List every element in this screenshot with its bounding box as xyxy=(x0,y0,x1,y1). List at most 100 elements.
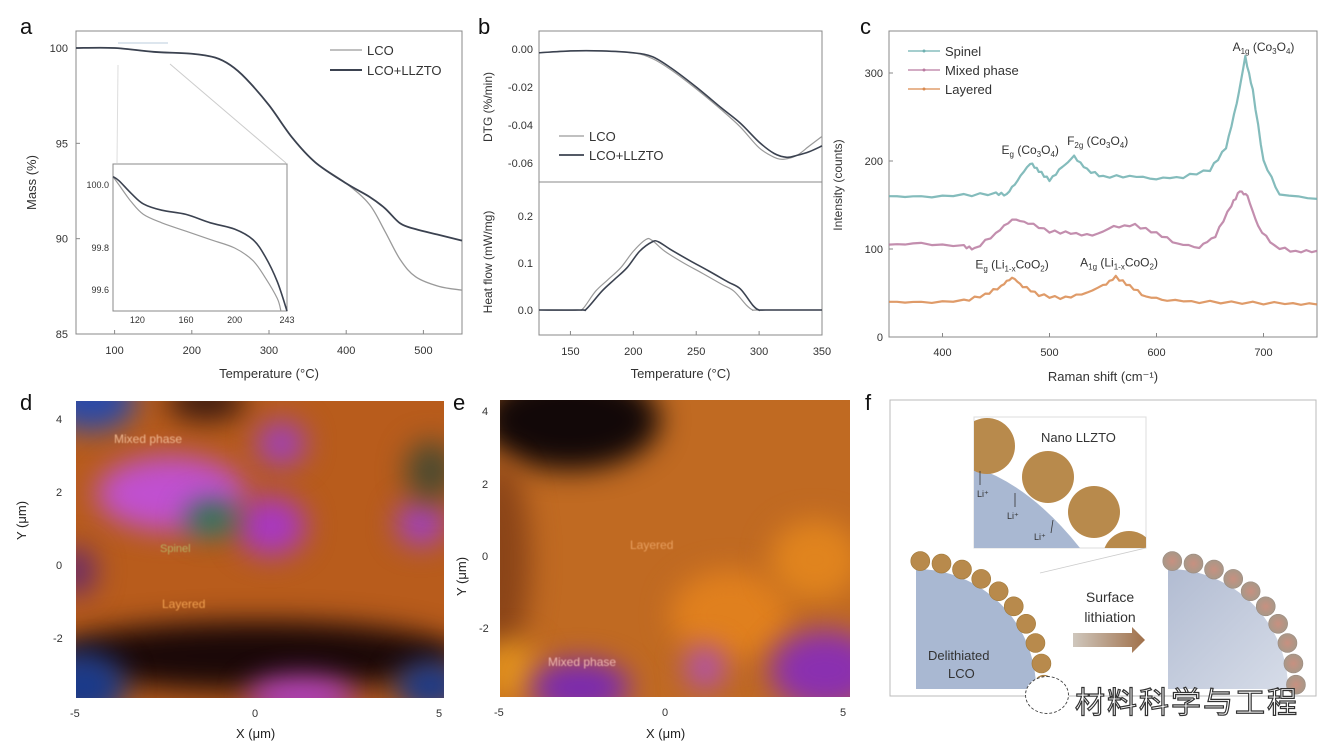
surface-label: Surface xyxy=(1086,589,1134,605)
annotation-part: ) xyxy=(1045,257,1049,271)
x-tick-label: 350 xyxy=(813,346,831,358)
annotation-part: CoO xyxy=(1016,257,1041,271)
map-d-label-mixed: Mixed phase xyxy=(114,432,183,446)
llzto-bead xyxy=(988,581,1009,602)
spectrum-layered xyxy=(888,274,1318,306)
chart-c-raman: 400 500 600 700 0 100 200 300 Raman shift (cm⁻¹)… xyxy=(831,30,1318,384)
map-d-ylabel: Y (μm) xyxy=(14,500,29,540)
y-axis-label: Intensity (counts) xyxy=(831,139,845,230)
lithiation-label: lithiation xyxy=(1084,609,1135,625)
annotation-part: (Co xyxy=(1250,40,1273,54)
llzto-bead xyxy=(1003,596,1024,617)
y-axis-label-dtg: DTG (%/min) xyxy=(481,72,495,142)
inset-x-tick-label: 243 xyxy=(279,315,294,325)
x-tick-label: 400 xyxy=(337,345,355,357)
x-tick-label: 500 xyxy=(414,345,432,357)
raman-map-e: Layered Mixed phase xyxy=(500,400,850,697)
nano-llzto-label: Nano LLZTO xyxy=(1041,430,1116,445)
y-tick-label: 85 xyxy=(56,329,68,341)
y-tick-label: 90 xyxy=(56,234,68,246)
delithiated-lco-particle: Delithiated LCO xyxy=(910,551,1054,695)
annotation-part: 3 xyxy=(1272,47,1277,56)
annotation-part: 1g xyxy=(1088,263,1097,272)
map-d-ytick: 4 xyxy=(56,414,63,426)
y-axis-label: Mass (%) xyxy=(24,155,39,210)
y-tick-label: 0.1 xyxy=(518,258,533,270)
x-tick-label: 600 xyxy=(1147,347,1165,359)
map-e-ytick: 4 xyxy=(482,406,489,418)
annotation-part: O xyxy=(1110,134,1119,148)
x-tick-label: 400 xyxy=(933,347,951,359)
y-tick-label: 100 xyxy=(865,244,883,256)
x-tick-label: 200 xyxy=(624,346,642,358)
map-d-xtick: 5 xyxy=(436,708,443,720)
y-tick-label: 0.00 xyxy=(512,44,533,56)
inset-zoom: Nano LLZTO Li⁺ Li⁺ Li⁺ xyxy=(973,416,1147,549)
li-ion-label: Li⁺ xyxy=(1034,532,1046,542)
llzto-bead xyxy=(971,569,992,589)
annotation-part: A xyxy=(1080,256,1088,270)
annotation-part: 4 xyxy=(1050,150,1055,159)
map-e-xtick: 0 xyxy=(662,707,669,719)
y-tick-label: -0.04 xyxy=(508,120,533,132)
y-tick-label: 0 xyxy=(877,332,883,344)
annotation-part: A xyxy=(1233,40,1241,54)
map-d-ytick: 2 xyxy=(56,487,63,499)
peak-annotation: A1g (Li1-xCoO2) xyxy=(1080,256,1158,272)
legend-label: LCO+LLZTO xyxy=(367,63,442,78)
annotation-part: 2 xyxy=(1150,263,1155,272)
y-axis-label-heatflow: Heat flow (mW/mg) xyxy=(481,211,495,314)
x-tick-label: 100 xyxy=(105,345,123,357)
annotation-part: 1-x xyxy=(1114,263,1125,272)
annotation-part: (Li xyxy=(988,257,1005,271)
annotation-part: 4 xyxy=(1120,141,1125,150)
peak-annotation: A1g (Co3O4) xyxy=(1233,40,1295,56)
lithiated-llzto-bead xyxy=(1183,553,1204,574)
llzto-bead xyxy=(1025,633,1046,653)
map-d-label-spinel: Spinel xyxy=(160,543,191,555)
inset-series-line xyxy=(112,176,282,312)
heatflow-line-lco xyxy=(538,237,822,311)
y-tick-label: 0.0 xyxy=(518,305,533,317)
watermark-text: 材料科学与工程 xyxy=(1074,686,1299,720)
map-d-xtick: -5 xyxy=(70,708,80,720)
llzto-particle xyxy=(1068,486,1120,538)
lithiated-llzto-bead xyxy=(1240,581,1261,602)
lithiated-llzto-bead xyxy=(1283,653,1304,674)
panel-label-e: e xyxy=(453,390,466,415)
annotation-part: E xyxy=(975,257,983,271)
llzto-particle xyxy=(1104,531,1146,548)
panel-label-d: d xyxy=(20,390,33,415)
map-d-ytick: 0 xyxy=(56,560,63,572)
map-e-ytick: -2 xyxy=(479,623,489,635)
legend-marker xyxy=(922,49,926,53)
llzto-bead xyxy=(952,559,972,580)
inset-y-tick-label: 99.6 xyxy=(91,285,109,295)
raman-map-d: Mixed phase Spinel Layered xyxy=(76,401,444,698)
annotation-part: 3 xyxy=(1037,150,1042,159)
inset-x-tick-label: 160 xyxy=(178,315,193,325)
x-tick-label: 700 xyxy=(1254,347,1272,359)
y-tick-label: -0.06 xyxy=(508,158,533,170)
lithiated-llzto-bead xyxy=(1162,551,1183,571)
map-d-ytick: -2 xyxy=(53,633,63,645)
map-e-label-mixed: Mixed phase xyxy=(548,655,617,669)
heatflow-line-lco-llzto xyxy=(538,239,822,312)
inset-series-line xyxy=(112,175,288,312)
lco-surface xyxy=(974,467,1080,548)
plot-frame xyxy=(538,30,823,336)
annotation-part: 2 xyxy=(1040,264,1045,273)
annotation-part: g xyxy=(983,264,987,273)
annotation-part: O xyxy=(1277,40,1286,54)
inset-y-tick-label: 100.0 xyxy=(86,180,109,190)
inset-frame xyxy=(112,163,288,312)
x-tick-label: 300 xyxy=(750,346,768,358)
panel-label-f: f xyxy=(865,390,872,415)
annotation-part: CoO xyxy=(1125,256,1150,270)
chart-a-mass: 100 200 300 400 500 85 90 95 100 Temperature (°C)… xyxy=(24,30,463,381)
map-e-ylabel: Y (μm) xyxy=(454,556,469,596)
x-axis-label: Raman shift (cm⁻¹) xyxy=(1048,369,1158,384)
llzto-bead xyxy=(1031,653,1052,674)
dtg-line-lco-llzto xyxy=(538,49,823,159)
schematic-f: Nano LLZTO Li⁺ Li⁺ Li⁺ Delithiated LCO S… xyxy=(889,399,1317,697)
